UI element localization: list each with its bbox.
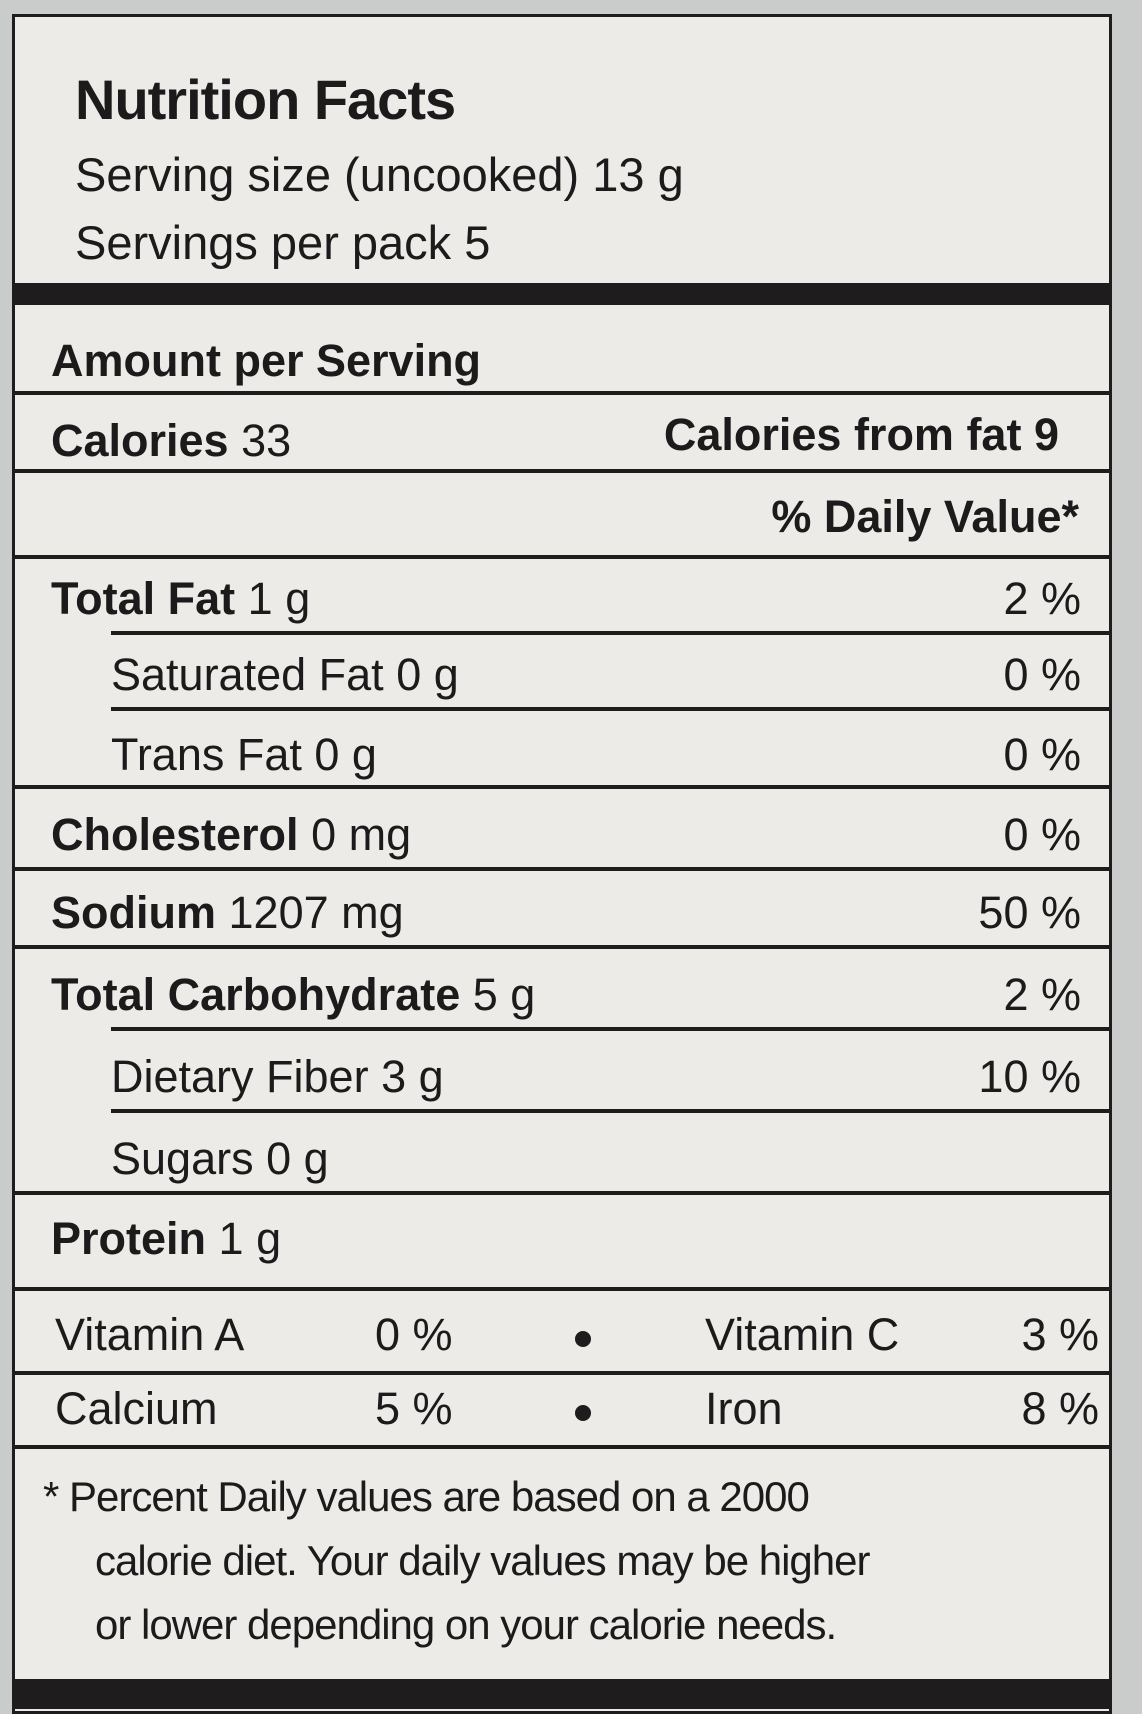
amount-per-serving: Amount per Serving (51, 335, 482, 386)
nutrition-facts-label: Nutrition Facts Serving size (uncooked) … (12, 14, 1112, 1714)
nutrient-daily-value: 2 % (1003, 969, 1081, 1020)
calories-value: 33 (241, 415, 292, 466)
nutrient-amount: 0 mg (311, 809, 412, 860)
nutrient-daily-value: 0 % (1003, 649, 1081, 700)
nutrient-name: Protein (51, 1213, 207, 1264)
vitamin-value: 8 % (1021, 1383, 1099, 1434)
nutrient-row: Saturated Fat 0 g (111, 649, 459, 701)
vitamin-name: Iron (705, 1383, 783, 1434)
footnote-line: * Percent Daily values are based on a 20… (43, 1473, 810, 1520)
divider (15, 555, 1109, 559)
footnote-line: or lower depending on your calorie needs… (95, 1601, 837, 1648)
thick-divider (15, 283, 1109, 305)
nutrient-daily-value: 10 % (978, 1051, 1081, 1102)
servings-per-pack: Servings per pack 5 (75, 216, 491, 269)
calories-row: Calories 33 (51, 415, 291, 467)
nutrient-amount: 0 g (266, 1133, 329, 1184)
serving-size: Serving size (uncooked) 13 g (75, 148, 684, 201)
nutrient-amount: 1 g (247, 573, 311, 624)
nutrient-row: Sodium 1207 mg (51, 887, 404, 939)
label-title: Nutrition Facts (75, 68, 456, 131)
nutrient-name: Sugars (111, 1133, 254, 1184)
divider (111, 631, 1109, 635)
vitamin-name: Calcium (55, 1383, 218, 1434)
vitamin-name: Vitamin A (55, 1309, 245, 1360)
nutrient-name: Saturated Fat (111, 649, 384, 700)
vitamin-value: 3 % (1021, 1309, 1099, 1360)
nutrient-amount: 3 g (381, 1051, 444, 1102)
calories-from-fat: Calories from fat 9 (664, 409, 1059, 461)
divider (111, 1027, 1109, 1031)
calories-label: Calories (51, 415, 229, 466)
divider (15, 1287, 1109, 1291)
nutrient-name: Total Fat (51, 573, 236, 624)
divider (15, 1191, 1109, 1195)
divider (111, 1109, 1109, 1113)
vitamin-name: Vitamin C (705, 1309, 900, 1360)
nutrient-amount: 5 g (472, 969, 536, 1020)
nutrient-name: Dietary Fiber (111, 1051, 369, 1102)
nutrient-name: Total Carbohydrate (51, 969, 461, 1020)
nutrient-row: Trans Fat 0 g (111, 729, 377, 781)
nutrient-row: Dietary Fiber 3 g (111, 1051, 444, 1103)
nutrient-name: Trans Fat (111, 729, 302, 780)
nutrient-amount: 0 g (314, 729, 377, 780)
nutrient-amount: 0 g (396, 649, 459, 700)
bullet-icon (575, 1331, 591, 1347)
divider (15, 1371, 1109, 1375)
daily-value-header: % Daily Value* (771, 491, 1079, 542)
nutrient-amount: 1207 mg (228, 887, 404, 938)
divider (15, 391, 1109, 395)
divider (15, 867, 1109, 871)
divider (111, 707, 1109, 711)
nutrient-amount: 1 g (218, 1213, 282, 1264)
divider (15, 945, 1109, 949)
nutrient-row: Total Carbohydrate 5 g (51, 969, 535, 1021)
divider (15, 469, 1109, 473)
nutrient-name: Sodium (51, 887, 216, 938)
nutrient-row: Protein 1 g (51, 1213, 281, 1265)
nutrient-daily-value: 50 % (978, 887, 1081, 938)
bullet-icon (575, 1405, 591, 1421)
fat-calories-label: Calories from fat (663, 409, 1022, 460)
footnote-line: calorie diet. Your daily values may be h… (95, 1537, 870, 1584)
nutrient-daily-value: 0 % (1003, 809, 1081, 860)
vitamin-value: 5 % (375, 1383, 453, 1434)
nutrient-row: Sugars 0 g (111, 1133, 329, 1185)
nutrient-row: Cholesterol 0 mg (51, 809, 411, 861)
vitamin-value: 0 % (375, 1309, 453, 1360)
nutrient-daily-value: 0 % (1003, 729, 1081, 780)
nutrient-daily-value: 2 % (1003, 573, 1081, 624)
nutrient-row: Total Fat 1 g (51, 573, 310, 625)
fat-calories-value: 9 (1033, 409, 1059, 460)
divider (15, 1445, 1109, 1449)
divider (15, 785, 1109, 789)
nutrient-name: Cholesterol (51, 809, 299, 860)
